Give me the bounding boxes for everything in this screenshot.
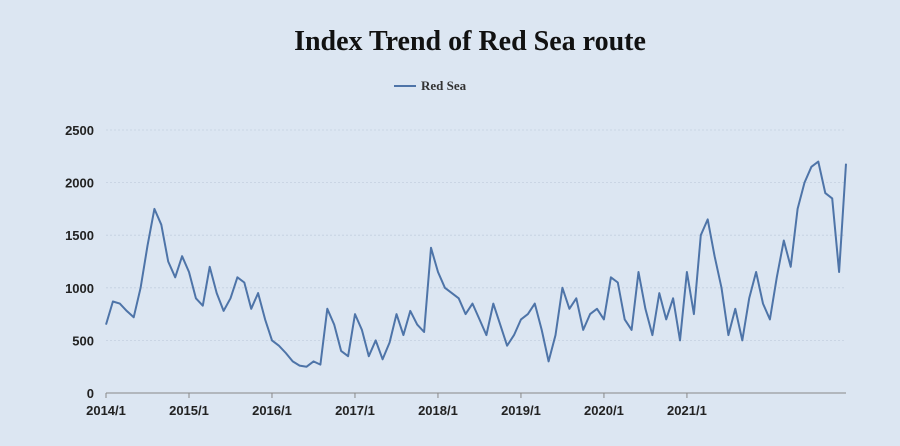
x-tick-label: 2018/1	[418, 403, 458, 418]
series-line-red-sea	[105, 160, 847, 368]
y-tick-label: 2000	[65, 176, 94, 191]
legend-swatch	[394, 85, 416, 87]
y-tick-labels: 0 500 1000 1500 2000 2500	[65, 123, 94, 401]
x-tick-label: 2015/1	[169, 403, 209, 418]
legend-label: Red Sea	[421, 78, 467, 93]
y-tick-label: 0	[87, 386, 94, 401]
x-tick-label: 2016/1	[252, 403, 292, 418]
x-tick-label: 2021/1	[667, 403, 707, 418]
gridlines	[106, 129, 846, 341]
x-tick-label: 2019/1	[501, 403, 541, 418]
axes	[105, 392, 846, 398]
y-tick-label: 1000	[65, 281, 94, 296]
y-tick-label: 2500	[65, 123, 94, 138]
y-tick-label: 500	[72, 333, 94, 348]
x-tick-label: 2020/1	[584, 403, 624, 418]
y-tick-label: 1500	[65, 228, 94, 243]
chart-title: Index Trend of Red Sea route	[294, 26, 646, 57]
x-tick-labels: 2014/1 2015/1 2016/1 2017/1 2018/1 2019/1 2020…	[86, 403, 707, 418]
legend: Red Sea	[394, 78, 466, 94]
x-tick-label: 2017/1	[335, 403, 375, 418]
series-lines	[105, 160, 847, 368]
x-tick-label: 2014/1	[86, 403, 126, 418]
